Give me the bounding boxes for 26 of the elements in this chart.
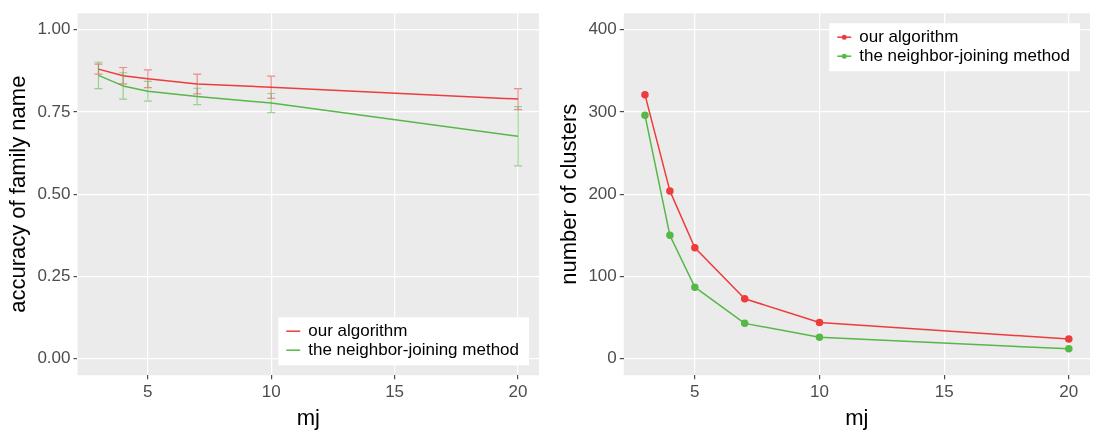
y-tick-label: 300 [588,101,617,121]
y-tick-label: 0.00 [37,348,71,368]
x-tick-label: 10 [810,382,829,402]
y-tick-label: 100 [588,266,617,286]
legend-label: our algorithm [859,26,959,46]
x-axis-title: mj [296,404,320,430]
x-tick-label: 10 [261,382,281,402]
y-tick-label: 0.75 [37,101,71,121]
legend-label: the neighbor-joining method [859,45,1071,65]
y-tick-label: 0 [607,348,617,368]
legend-label: our algorithm [308,320,408,340]
x-tick-label: 5 [143,382,153,402]
x-tick-label: 20 [1059,382,1079,402]
y-axis-title: number of clusters [556,103,582,285]
y-axis-title: accuracy of family name [5,75,31,313]
y-tick-label: 1.00 [37,19,71,39]
y-tick-label: 0.50 [37,183,71,203]
y-tick-label: 400 [588,19,617,39]
y-tick-label: 0.25 [37,266,71,286]
legend-label: the neighbor-joining method [308,339,520,359]
y-tick-label: 200 [588,183,617,203]
x-tick-label: 20 [508,382,528,402]
x-tick-label: 15 [385,382,405,402]
x-axis-title: mj [845,404,869,430]
x-tick-label: 5 [690,382,700,402]
x-tick-label: 15 [934,382,954,402]
